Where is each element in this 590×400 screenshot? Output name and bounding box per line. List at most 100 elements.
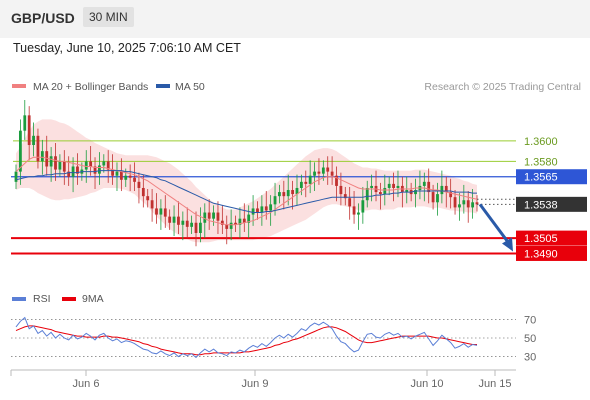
candle-body (453, 197, 457, 208)
candle-body (67, 171, 71, 177)
candle-body (242, 218, 246, 223)
candle-body (422, 181, 426, 186)
candle-body (128, 175, 132, 178)
candle-body (45, 151, 49, 167)
candle-body (190, 222, 194, 227)
candle-body (23, 115, 27, 131)
candle-body (141, 187, 145, 197)
candle-body (137, 181, 141, 188)
research-credit: Research © 2025 Trading Central (424, 81, 581, 93)
candle-body (405, 190, 409, 193)
candle-body (194, 222, 198, 233)
candle-body (414, 190, 417, 195)
legend-ma20-swatch (12, 84, 26, 88)
legend-9ma-swatch (62, 297, 76, 301)
candle-body (225, 224, 229, 229)
candle-body (392, 183, 395, 188)
candle-body (251, 208, 255, 215)
candle-body (89, 161, 93, 167)
candle-body (361, 200, 365, 213)
candle-body (379, 192, 382, 195)
candle-body (150, 200, 154, 209)
legend-9ma-label: 9MA (82, 293, 104, 305)
candle-body (163, 208, 167, 217)
candle-body (76, 166, 79, 174)
candle-body (71, 166, 75, 177)
candle-body (168, 216, 172, 223)
level-label-1.3565: 1.3565 (524, 172, 558, 184)
candle-body (234, 222, 237, 225)
candle-body (440, 185, 444, 195)
rsi-tick-30: 30 (524, 352, 536, 364)
candle-body (339, 185, 343, 195)
forecast-arrow-head (502, 237, 513, 252)
candle-body (229, 222, 233, 229)
candle-body (216, 212, 220, 221)
x-tick-label: Jun 9 (242, 378, 269, 390)
x-tick-label: Jun 6 (73, 378, 100, 390)
candle-body (365, 187, 369, 201)
candle-body (111, 169, 114, 176)
rsi-plot: 70 50 30 (11, 314, 536, 364)
candle-body (264, 206, 268, 211)
candle-body (27, 115, 31, 146)
candle-body (119, 171, 123, 180)
candle-body (212, 212, 215, 219)
candle-body (462, 200, 466, 205)
legend-ma50-label: MA 50 (175, 81, 205, 93)
candle-body (444, 185, 448, 193)
candle-body (247, 214, 251, 223)
candle-body (278, 192, 281, 197)
candle-body (431, 192, 435, 203)
ma20-line (15, 156, 478, 226)
candle-body (273, 196, 277, 205)
rsi-9ma-line (15, 325, 477, 356)
candle-body (220, 220, 224, 225)
candle-body (54, 156, 57, 170)
last-price-tag (516, 196, 587, 212)
candle-body (40, 151, 44, 162)
candle-body (343, 194, 347, 199)
candle-body (207, 212, 211, 219)
rsi-tick-70: 70 (524, 314, 536, 326)
candle-body (449, 192, 453, 198)
level-tag-1.3505 (516, 230, 587, 246)
timeframe-badge[interactable]: 30 MIN (83, 7, 134, 27)
candle-body (159, 208, 163, 215)
candle-body (387, 183, 391, 188)
candle-body (326, 167, 330, 172)
candle-body (471, 202, 475, 208)
level-label-1.3600: 1.3600 (524, 136, 558, 148)
candle-body (357, 212, 360, 215)
candle-body (124, 175, 128, 180)
candle-body (313, 171, 316, 176)
x-tick-label: Jun 15 (478, 378, 511, 390)
candle-body (238, 218, 242, 225)
candle-body (172, 216, 176, 223)
candle-body (436, 194, 439, 203)
level-tag-1.3565 (516, 169, 587, 185)
candle-body (58, 161, 62, 170)
candle-body (286, 190, 290, 197)
candle-body (383, 187, 387, 195)
candle-body (155, 208, 158, 215)
candle-body (260, 206, 264, 213)
last-price-label: 1.3538 (524, 199, 558, 211)
candle-body (427, 181, 431, 193)
candle-body (203, 212, 207, 223)
candle-body (291, 190, 295, 195)
candle-body (32, 135, 35, 146)
rsi-tick-50: 50 (524, 333, 536, 345)
level-label-1.3490: 1.3490 (524, 248, 558, 260)
candle-body (181, 220, 185, 225)
candle-body (62, 161, 66, 172)
candle-body (185, 220, 189, 227)
candle-body (458, 204, 461, 208)
ma50-line (15, 170, 477, 213)
chart-datetime: Tuesday, June 10, 2025 7:06:10 AM CET (13, 41, 241, 55)
candle-body (98, 165, 101, 174)
chart-header: GBP/USD 30 MIN (0, 0, 590, 38)
x-axis: Jun 6 Jun 9 Jun 10 Jun 15 (73, 370, 512, 390)
legend-rsi-label: RSI (33, 293, 51, 305)
level-label-1.3505: 1.3505 (524, 233, 558, 245)
